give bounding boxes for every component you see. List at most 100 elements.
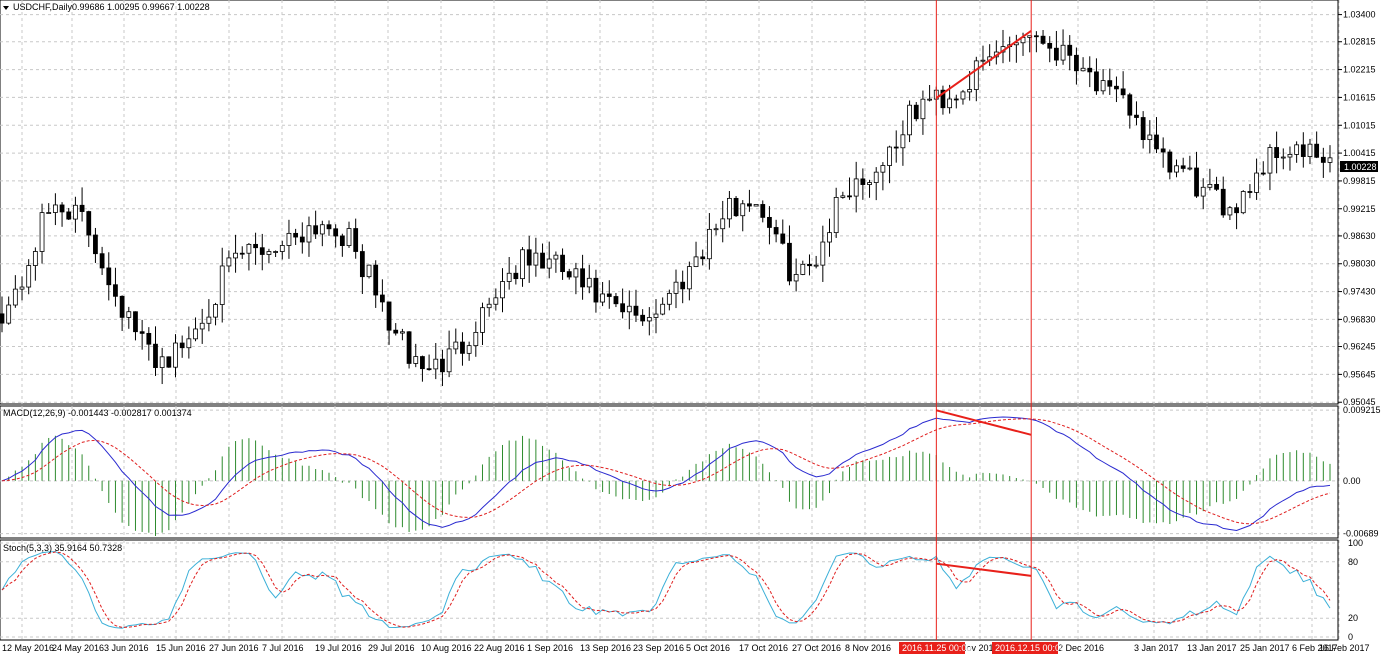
candle-body (793, 274, 799, 282)
candle-body (867, 182, 872, 185)
candle-body (59, 204, 65, 213)
candle-body (513, 272, 519, 280)
candle-body (1280, 156, 1286, 159)
macd-line (1, 416, 1331, 532)
price-axis-tick: 1.01615 (1343, 92, 1376, 102)
candle-body (613, 296, 619, 305)
candle-body (133, 311, 138, 333)
candle-body (1040, 35, 1046, 44)
candle-body (586, 277, 592, 288)
candle-body (1074, 54, 1079, 72)
price-trendline[interactable] (935, 30, 1032, 99)
dropdown-triangle-icon[interactable] (3, 6, 9, 10)
candle-body (173, 342, 178, 368)
candle-body (446, 348, 452, 373)
date-marker-1-label: 2016.11.25 00:00 (902, 643, 971, 653)
price-axis-tick: 0.99215 (1343, 204, 1376, 214)
candle-body (1207, 183, 1213, 188)
price-axis-tick: 0.97430 (1343, 287, 1376, 297)
candle-body (186, 338, 192, 349)
candle-body (713, 228, 719, 231)
x-axis-tick: 25 Jan 2017 (1240, 643, 1290, 653)
candle-body (646, 317, 652, 322)
price-axis-tick: 0.98030 (1343, 259, 1376, 269)
date-marker-2: 2016.12.15 00:00 (992, 642, 1065, 654)
candle-body (106, 267, 112, 286)
candle-body (720, 218, 726, 230)
candle-body (853, 178, 859, 197)
candle-body (266, 251, 272, 255)
candle-body (660, 303, 666, 315)
candle-body (179, 342, 185, 349)
candle-body (359, 251, 365, 278)
x-axis-tick: 17 Oct 2016 (739, 643, 788, 653)
macd-pane[interactable] (0, 405, 1340, 539)
candle-body (420, 356, 425, 370)
candle-body (299, 236, 305, 243)
candle-body (727, 197, 732, 220)
x-axis-tick: 13 Jan 2017 (1187, 643, 1237, 653)
candle-body (827, 232, 832, 243)
candle-body (1214, 183, 1219, 190)
current-price-value: 1.00228 (1344, 162, 1377, 172)
candle-body (960, 91, 966, 100)
candle-body (1067, 44, 1073, 56)
candle-body (1240, 191, 1246, 214)
symbol-label: USDCHF,Daily (13, 2, 73, 12)
stoch-pane[interactable] (0, 539, 1340, 641)
x-axis-tick: 15 Jun 2016 (156, 643, 206, 653)
x-axis-tick: 2 Dec 2016 (1058, 643, 1104, 653)
candle-body (1274, 147, 1280, 158)
candle-body (79, 204, 85, 212)
candle-body (460, 341, 465, 354)
candle-body (920, 98, 926, 120)
candle-body (1120, 88, 1126, 96)
price-axis-tick: 1.00415 (1343, 148, 1376, 158)
candle-body (1167, 151, 1173, 173)
candle-body (1053, 47, 1059, 61)
candle-body (306, 225, 312, 243)
candle-body (1267, 147, 1273, 174)
candle-body (860, 178, 866, 185)
candle-body (1174, 165, 1179, 173)
candle-body (1287, 154, 1293, 158)
candle-body (1180, 165, 1186, 169)
candle-body (640, 314, 646, 322)
x-axis-tick: 1 Sep 2016 (527, 643, 573, 653)
candle-body (346, 228, 352, 247)
candle-body (593, 277, 599, 303)
x-axis-tick: 3 Jun 2016 (104, 643, 149, 653)
candle-body (153, 343, 158, 368)
price-axis-tick: 1.02215 (1343, 65, 1376, 75)
candle-body (466, 345, 472, 354)
candle-body (333, 228, 339, 237)
macd-histogram (8, 435, 1331, 537)
candle-body (546, 258, 552, 269)
date-marker-1: 2016.11.25 00:00 (899, 642, 971, 654)
candle-body (219, 265, 225, 305)
stoch-axis-tick: 80 (1348, 557, 1358, 567)
x-axis-tick: 16 Feb 2017 (1319, 643, 1370, 653)
candle-body (366, 264, 372, 278)
price-axis-tick: 0.96245 (1343, 342, 1376, 352)
candle-body (1220, 188, 1226, 216)
candle-body (166, 356, 172, 368)
price-pane[interactable] (0, 0, 1340, 405)
candles (0, 29, 1333, 387)
candle-body (1314, 143, 1320, 158)
candle-body (767, 216, 772, 228)
macd-trendline[interactable] (936, 409, 1032, 436)
candle-body (1087, 67, 1093, 73)
candle-body (486, 303, 492, 309)
candle-body (813, 264, 819, 267)
candle-body (620, 303, 626, 313)
candle-body (400, 331, 405, 334)
candle-body (379, 294, 385, 303)
stoch-trendline[interactable] (936, 562, 1032, 577)
x-axis-tick: 8 Nov 2016 (845, 643, 891, 653)
candle-body (973, 60, 979, 90)
candle-body (927, 98, 932, 101)
candle-body (339, 235, 345, 247)
candle-body (1307, 143, 1313, 157)
